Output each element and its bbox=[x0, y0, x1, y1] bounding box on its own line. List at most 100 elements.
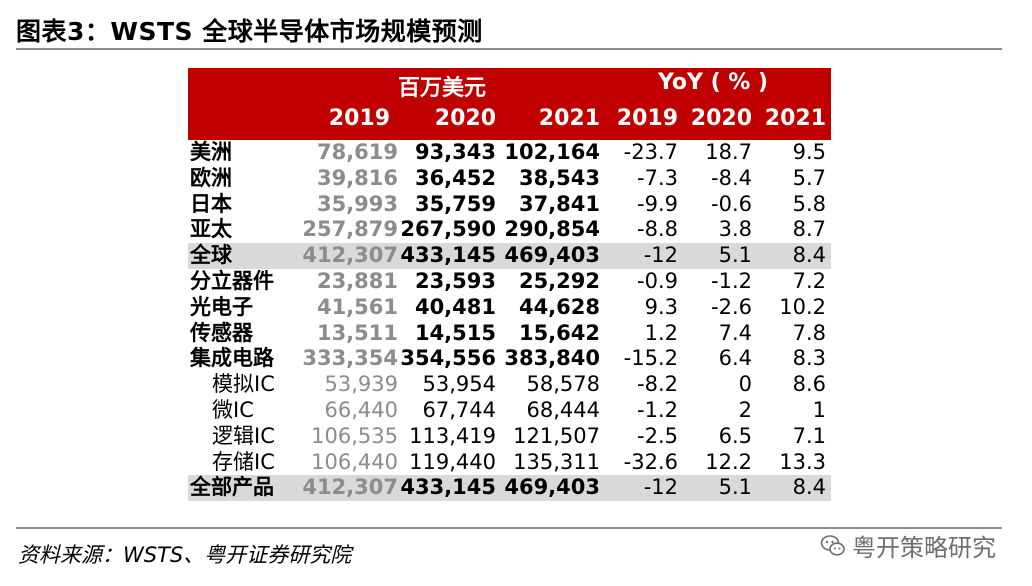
yoy-2020: 0 bbox=[738, 372, 752, 397]
value-2019: 412,307 bbox=[302, 243, 398, 268]
value-2021: 102,164 bbox=[504, 140, 600, 164]
value-2019: 66,440 bbox=[324, 397, 398, 422]
yoy-2019: -0.9 bbox=[637, 268, 678, 293]
source-note: 资料来源：WSTS、粤开证券研究院 bbox=[18, 543, 352, 567]
yoy-2021: 8.6 bbox=[792, 372, 826, 397]
value-2019: 412,307 bbox=[302, 475, 398, 500]
header-year: 2020 bbox=[690, 106, 752, 131]
value-2021: 25,292 bbox=[518, 268, 600, 293]
yoy-2019: -1.2 bbox=[637, 397, 678, 422]
value-2020: 53,954 bbox=[422, 372, 496, 397]
header-year: 2021 bbox=[538, 106, 600, 131]
row-name: 存储IC bbox=[212, 449, 275, 474]
yoy-2019: -7.3 bbox=[637, 165, 678, 190]
yoy-2021: 8.3 bbox=[792, 346, 826, 371]
value-2021: 15,642 bbox=[518, 320, 600, 345]
row-name: 模拟IC bbox=[212, 372, 275, 397]
value-2020: 23,593 bbox=[414, 268, 496, 293]
row-name: 欧洲 bbox=[190, 165, 232, 190]
yoy-2019: -15.2 bbox=[623, 346, 678, 371]
table-row: 欧洲 39,816 36,452 38,543 -7.3 -8.4 5.7 bbox=[188, 166, 831, 192]
value-2019: 257,879 bbox=[302, 217, 398, 242]
table-row: 微IC 66,440 67,744 68,444 -1.2 2 1 bbox=[188, 398, 831, 424]
header-year: 2020 bbox=[434, 106, 496, 131]
value-2020: 93,343 bbox=[414, 140, 496, 164]
row-name: 传感器 bbox=[190, 320, 253, 345]
row-name: 微IC bbox=[212, 397, 254, 422]
yoy-2019: 9.3 bbox=[644, 294, 678, 319]
value-2020: 433,145 bbox=[400, 243, 496, 268]
yoy-2020: 6.4 bbox=[718, 346, 752, 371]
yoy-2020: 2 bbox=[738, 397, 752, 422]
value-2019: 23,881 bbox=[316, 268, 398, 293]
value-2021: 469,403 bbox=[504, 475, 600, 500]
yoy-2020: 6.5 bbox=[718, 423, 752, 448]
value-2021: 121,507 bbox=[513, 423, 600, 448]
table-row: 全球 412,307 433,145 469,403 -12 5.1 8.4 bbox=[188, 243, 831, 269]
value-2020: 354,556 bbox=[400, 346, 496, 371]
row-name: 集成电路 bbox=[190, 346, 274, 371]
title-rule bbox=[16, 48, 1002, 50]
table-body: 美洲 78,619 93,343 102,164 -23.7 18.7 9.5 欧洲 39,81… bbox=[188, 140, 831, 502]
table-row: 存储IC 106,440 119,440 135,311 -32.6 12.2 13.3 bbox=[188, 450, 831, 476]
table-row: 日本 35,993 35,759 37,841 -9.9 -0.6 5.8 bbox=[188, 192, 831, 218]
yoy-2019: 1.2 bbox=[644, 320, 678, 345]
value-2020: 113,419 bbox=[409, 423, 496, 448]
yoy-2019: -2.5 bbox=[637, 423, 678, 448]
yoy-2019: -9.9 bbox=[637, 191, 678, 216]
value-2019: 53,939 bbox=[324, 372, 398, 397]
yoy-2020: -2.6 bbox=[711, 294, 752, 319]
value-2019: 39,816 bbox=[316, 165, 398, 190]
table-row: 集成电路 333,354 354,556 383,840 -15.2 6.4 8.3 bbox=[188, 346, 831, 372]
value-2019: 78,619 bbox=[316, 140, 398, 164]
yoy-2019: -32.6 bbox=[623, 449, 678, 474]
yoy-2019: -12 bbox=[643, 475, 678, 500]
table-row: 分立器件 23,881 23,593 25,292 -0.9 -1.2 7.2 bbox=[188, 269, 831, 295]
header-year: 2019 bbox=[328, 106, 390, 131]
header-year: 2021 bbox=[764, 106, 826, 131]
value-2020: 267,590 bbox=[400, 217, 496, 242]
value-2020: 40,481 bbox=[414, 294, 496, 319]
figure-title: 图表3：WSTS 全球半导体市场规模预测 bbox=[16, 17, 483, 46]
row-name: 逻辑IC bbox=[212, 423, 275, 448]
value-2020: 14,515 bbox=[414, 320, 496, 345]
value-2019: 13,511 bbox=[316, 320, 398, 345]
row-name: 亚太 bbox=[190, 217, 232, 242]
value-2021: 135,311 bbox=[513, 449, 600, 474]
wechat-icon bbox=[820, 534, 845, 556]
yoy-2020: 3.8 bbox=[718, 217, 752, 242]
value-2021: 290,854 bbox=[504, 217, 600, 242]
value-2019: 106,535 bbox=[311, 423, 398, 448]
value-2019: 333,354 bbox=[302, 346, 398, 371]
yoy-2021: 5.8 bbox=[792, 191, 826, 216]
yoy-2020: 7.4 bbox=[718, 320, 752, 345]
yoy-2021: 13.3 bbox=[779, 449, 826, 474]
watermark: 粤开策略研究 bbox=[820, 528, 996, 563]
header-value-group: 百万美元 bbox=[397, 76, 486, 101]
header-yoy-group: YoY ( % ) bbox=[657, 70, 769, 95]
yoy-2021: 9.5 bbox=[792, 140, 826, 164]
watermark-text: 粤开策略研究 bbox=[852, 534, 996, 562]
yoy-2021: 8.7 bbox=[792, 217, 826, 242]
yoy-2021: 8.4 bbox=[792, 243, 826, 268]
value-2020: 36,452 bbox=[414, 165, 496, 190]
yoy-2019: -23.7 bbox=[623, 140, 678, 164]
value-2021: 37,841 bbox=[518, 191, 600, 216]
yoy-2020: 5.1 bbox=[718, 475, 752, 500]
value-2019: 35,993 bbox=[316, 191, 398, 216]
value-2021: 38,543 bbox=[518, 165, 600, 190]
yoy-2021: 7.8 bbox=[792, 320, 826, 345]
value-2021: 44,628 bbox=[518, 294, 600, 319]
value-2021: 68,444 bbox=[526, 397, 600, 422]
yoy-2020: -1.2 bbox=[711, 268, 752, 293]
value-2021: 469,403 bbox=[504, 243, 600, 268]
yoy-2019: -8.2 bbox=[637, 372, 678, 397]
yoy-2020: -8.4 bbox=[711, 165, 752, 190]
value-2020: 35,759 bbox=[414, 191, 496, 216]
table-row: 光电子 41,561 40,481 44,628 9.3 -2.6 10.2 bbox=[188, 295, 831, 321]
yoy-2021: 7.2 bbox=[792, 268, 826, 293]
yoy-2020: 5.1 bbox=[718, 243, 752, 268]
row-name: 日本 bbox=[190, 191, 232, 216]
table-row: 亚太 257,879 267,590 290,854 -8.8 3.8 8.7 bbox=[188, 217, 831, 243]
value-2020: 433,145 bbox=[400, 475, 496, 500]
